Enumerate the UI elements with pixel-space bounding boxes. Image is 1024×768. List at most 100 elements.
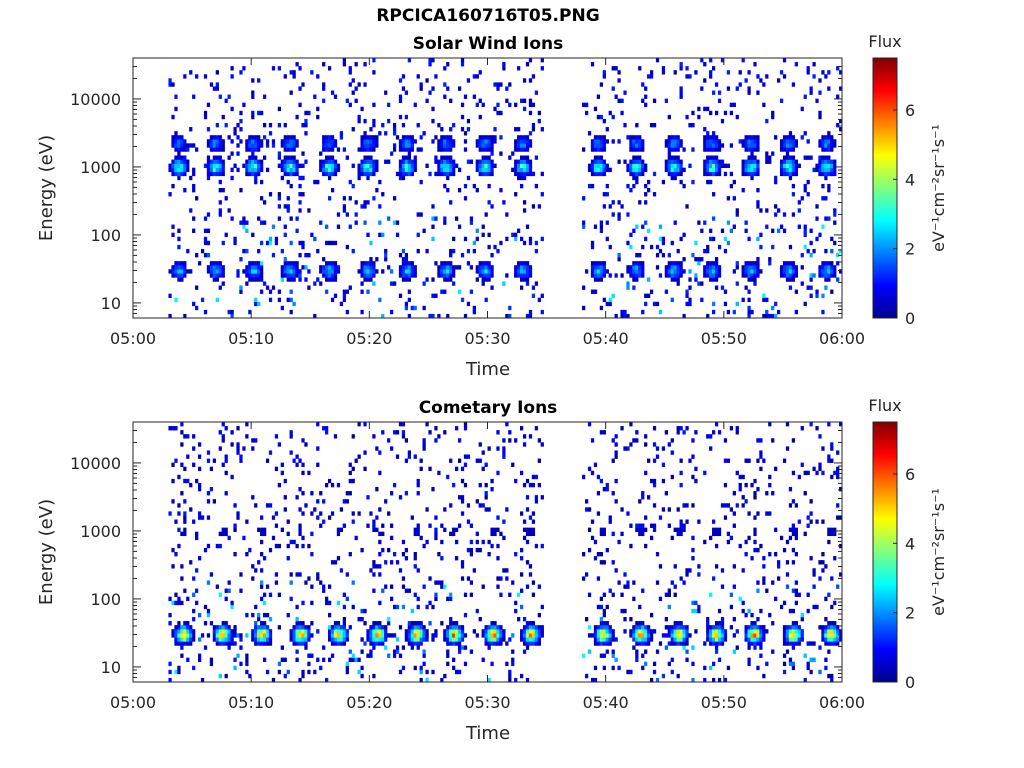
heatmap-cell [260,596,264,602]
heatmap-cell [830,673,834,679]
heatmap-cell [265,669,270,675]
heatmap-cell [484,482,488,488]
colorbar-tick-label: 0 [905,309,915,328]
heatmap-cell [446,661,450,667]
heatmap-cell [413,102,417,108]
heatmap-cell [336,633,341,638]
heatmap-cell [712,171,716,177]
heatmap-cell [759,653,763,658]
heatmap-cell [455,633,459,638]
heatmap-cell [292,163,296,168]
heatmap-cell [777,78,781,83]
heatmap-cell [215,273,219,278]
heatmap-cell [289,289,293,294]
heatmap-cell [676,531,680,537]
heatmap-cell [632,155,636,160]
heatmap-cell [257,301,261,307]
heatmap-cell [667,155,671,160]
heatmap-cell [369,568,373,573]
heatmap-cell [330,188,335,193]
heatmap-cell [508,313,512,319]
heatmap-cell [177,625,181,630]
heatmap-cell [626,285,630,290]
heatmap-cell [475,265,479,270]
heatmap-cell [629,244,633,250]
heatmap-cell [608,629,612,634]
heatmap-cell [443,135,447,140]
heatmap-cell [747,90,751,95]
heatmap-cell [398,163,403,168]
heatmap-cell [717,98,722,103]
heatmap-cell [449,171,453,177]
heatmap-cell [611,633,615,638]
heatmap-cell [685,568,689,573]
heatmap-cell [387,621,391,626]
heatmap-cell [496,576,500,581]
heatmap-cell [602,527,606,532]
heatmap-cell [679,236,683,242]
heatmap-cell [330,511,335,516]
heatmap-cell [168,596,172,602]
heatmap-cell [667,507,671,512]
heatmap-cell [522,265,527,270]
heatmap-cell [239,110,243,116]
heatmap-cell [605,192,609,197]
heatmap-cell [528,139,533,144]
heatmap-cell [398,422,403,427]
heatmap-cell [401,163,406,168]
heatmap-cell [203,163,208,168]
heatmap-cell [676,155,680,160]
heatmap-cell [605,649,609,654]
heatmap-cell [534,474,539,480]
heatmap-cell [478,265,482,270]
heatmap-cell [375,621,379,626]
heatmap-cell [215,633,219,638]
heatmap-cell [233,236,237,242]
heatmap-cell [759,608,763,614]
heatmap-cell [661,70,666,75]
heatmap-cell [596,265,601,270]
heatmap-cell [363,621,367,626]
heatmap-cell [407,450,411,455]
heatmap-cell [369,625,373,630]
heatmap-cell [712,677,716,683]
heatmap-cell [203,228,208,233]
heatmap-cell [301,163,305,168]
heatmap-cell [782,637,787,642]
heatmap-cell [271,285,276,290]
heatmap-cell [401,261,406,266]
heatmap-cell [372,265,376,270]
heatmap-cell [779,273,784,278]
heatmap-cell [525,62,530,67]
heatmap-cell [729,592,733,597]
heatmap-cell [262,155,267,160]
heatmap-cell [753,261,757,266]
heatmap-cell [608,515,612,520]
heatmap-cell [608,301,612,307]
heatmap-cell [466,118,471,124]
heatmap-cell [200,633,205,638]
heatmap-cell [508,155,512,160]
heatmap-cell [505,86,509,91]
heatmap-cell [582,147,586,152]
heatmap-cell [791,155,796,160]
heatmap-cell [265,240,270,246]
heatmap-cell [446,474,450,480]
heatmap-cell [416,482,420,488]
heatmap-cell [431,604,435,610]
heatmap-cell [378,131,382,136]
heatmap-cell [260,143,264,148]
heatmap-cell [401,584,406,589]
heatmap-cell [177,139,181,144]
heatmap-cell [611,592,615,597]
heatmap-cell [596,604,601,610]
heatmap-cell [283,673,287,679]
heatmap-cell [827,171,831,177]
heatmap-cell [265,629,270,634]
heatmap-cell [629,143,633,148]
heatmap-cell [694,629,698,634]
heatmap-cell [319,269,323,274]
heatmap-cell [257,269,261,274]
heatmap-cell [192,617,196,622]
heatmap-cell [632,438,636,443]
